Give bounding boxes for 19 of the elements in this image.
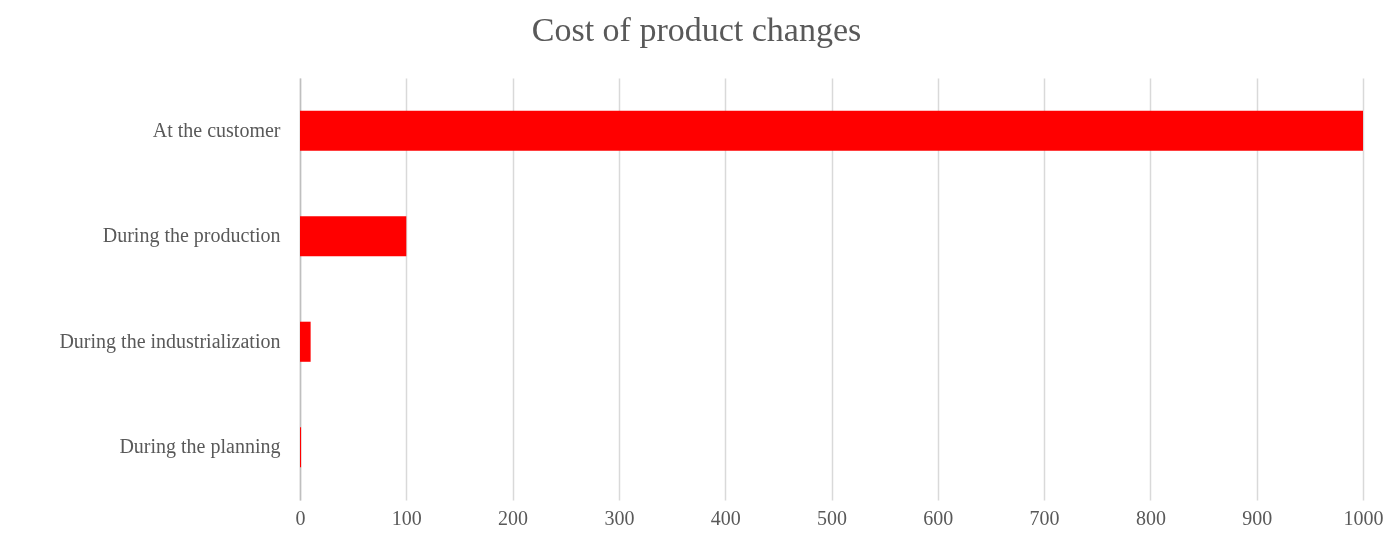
x-tick-label: 1000 xyxy=(1343,506,1384,529)
x-tick-label: 100 xyxy=(391,506,422,529)
x-tick-label: 300 xyxy=(604,506,635,529)
x-tick-label: 200 xyxy=(498,506,529,529)
bar xyxy=(300,110,1363,151)
y-tick-label: During the production xyxy=(102,224,281,248)
y-tick-label: At the customer xyxy=(152,118,281,141)
y-tick-label: During the industrialization xyxy=(59,329,281,353)
bar xyxy=(300,321,311,362)
x-tick-label: 600 xyxy=(923,506,954,529)
y-tick-label: During the planning xyxy=(119,435,281,459)
x-tick-label: 500 xyxy=(817,506,847,529)
x-tick-label: 800 xyxy=(1135,506,1166,529)
x-tick-label: 900 xyxy=(1242,506,1273,529)
chart-title: Cost of product changes xyxy=(531,11,862,48)
bar xyxy=(300,216,407,257)
x-tick-label: 400 xyxy=(710,506,741,529)
x-tick-label: 700 xyxy=(1029,506,1060,529)
x-tick-label: 0 xyxy=(295,506,306,529)
